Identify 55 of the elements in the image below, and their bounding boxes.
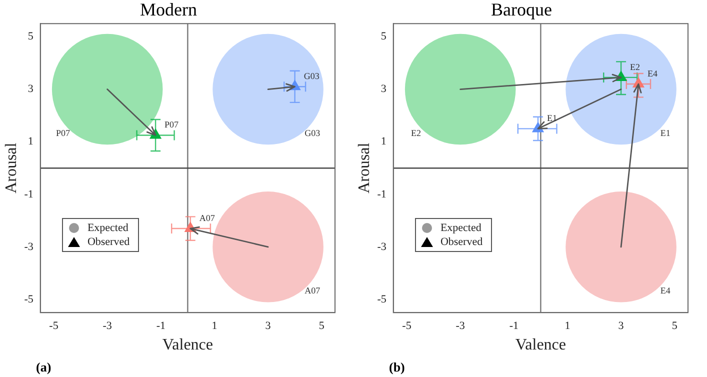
y-tick-label: 3 — [380, 83, 387, 96]
y-axis-title: Arousal — [2, 142, 20, 194]
annotation: Observed — [440, 236, 483, 248]
data-label: E4 — [647, 68, 658, 78]
y-tick-label: 1 — [380, 136, 386, 148]
data-label: P07 — [164, 120, 180, 130]
y-axis-title: Arousal — [356, 142, 373, 194]
data-label: P07 — [56, 128, 71, 138]
y-tick-label: -3 — [377, 240, 387, 253]
point — [52, 34, 163, 145]
text: (a) — [36, 359, 52, 374]
annotation: Observed — [87, 236, 130, 248]
y-tick-label: 1 — [28, 136, 34, 148]
key-box: Expected Observed — [62, 218, 139, 252]
y-tick-label: -5 — [377, 293, 387, 306]
x-tick-label: -5 — [402, 320, 412, 332]
x-tick-label: -5 — [49, 320, 59, 332]
x-tick-label: 3 — [618, 320, 624, 332]
x-tick-label: 5 — [318, 320, 325, 332]
y-tick-label: 5 — [380, 30, 387, 43]
x-tick-label: 3 — [265, 320, 272, 332]
data-label: E1 — [660, 128, 670, 138]
annotation: Expected — [440, 222, 482, 234]
point — [212, 34, 324, 145]
x-tick-label: 5 — [672, 320, 678, 332]
text: (b) — [389, 359, 405, 374]
y-tick-label: -1 — [377, 188, 386, 200]
data-label: G03 — [304, 71, 320, 82]
point — [404, 34, 516, 145]
y-tick-label: 5 — [28, 30, 34, 43]
data-label: E1 — [547, 113, 558, 124]
y-tick-label: -3 — [24, 240, 34, 253]
data-label: E2 — [411, 128, 422, 138]
chart-title: Baroque — [491, 0, 552, 20]
x-tick-label: -1 — [509, 320, 518, 332]
y-tick-label: -1 — [24, 188, 34, 200]
x-axis-title: Valence — [162, 336, 213, 354]
x-tick-label: 1 — [564, 320, 570, 332]
data-label: A07 — [199, 212, 216, 223]
y-tick-label: -5 — [24, 293, 34, 306]
x-axis-title: Valence — [515, 336, 566, 354]
x-tick-label: -3 — [102, 320, 112, 332]
x-tick-label: -1 — [156, 320, 166, 332]
data-label: A07 — [304, 286, 321, 296]
data-label: G03 — [304, 128, 321, 138]
y-tick-label: 3 — [28, 83, 34, 96]
chart-title: Modern — [140, 0, 197, 20]
data-label: E4 — [660, 286, 671, 296]
x-tick-label: 1 — [212, 320, 218, 332]
data-label: E2 — [630, 62, 640, 72]
key-box: Expected Observed — [415, 218, 492, 252]
annotation: Expected — [87, 222, 128, 234]
x-tick-label: -3 — [456, 320, 466, 332]
point — [566, 192, 676, 302]
point — [566, 34, 676, 145]
